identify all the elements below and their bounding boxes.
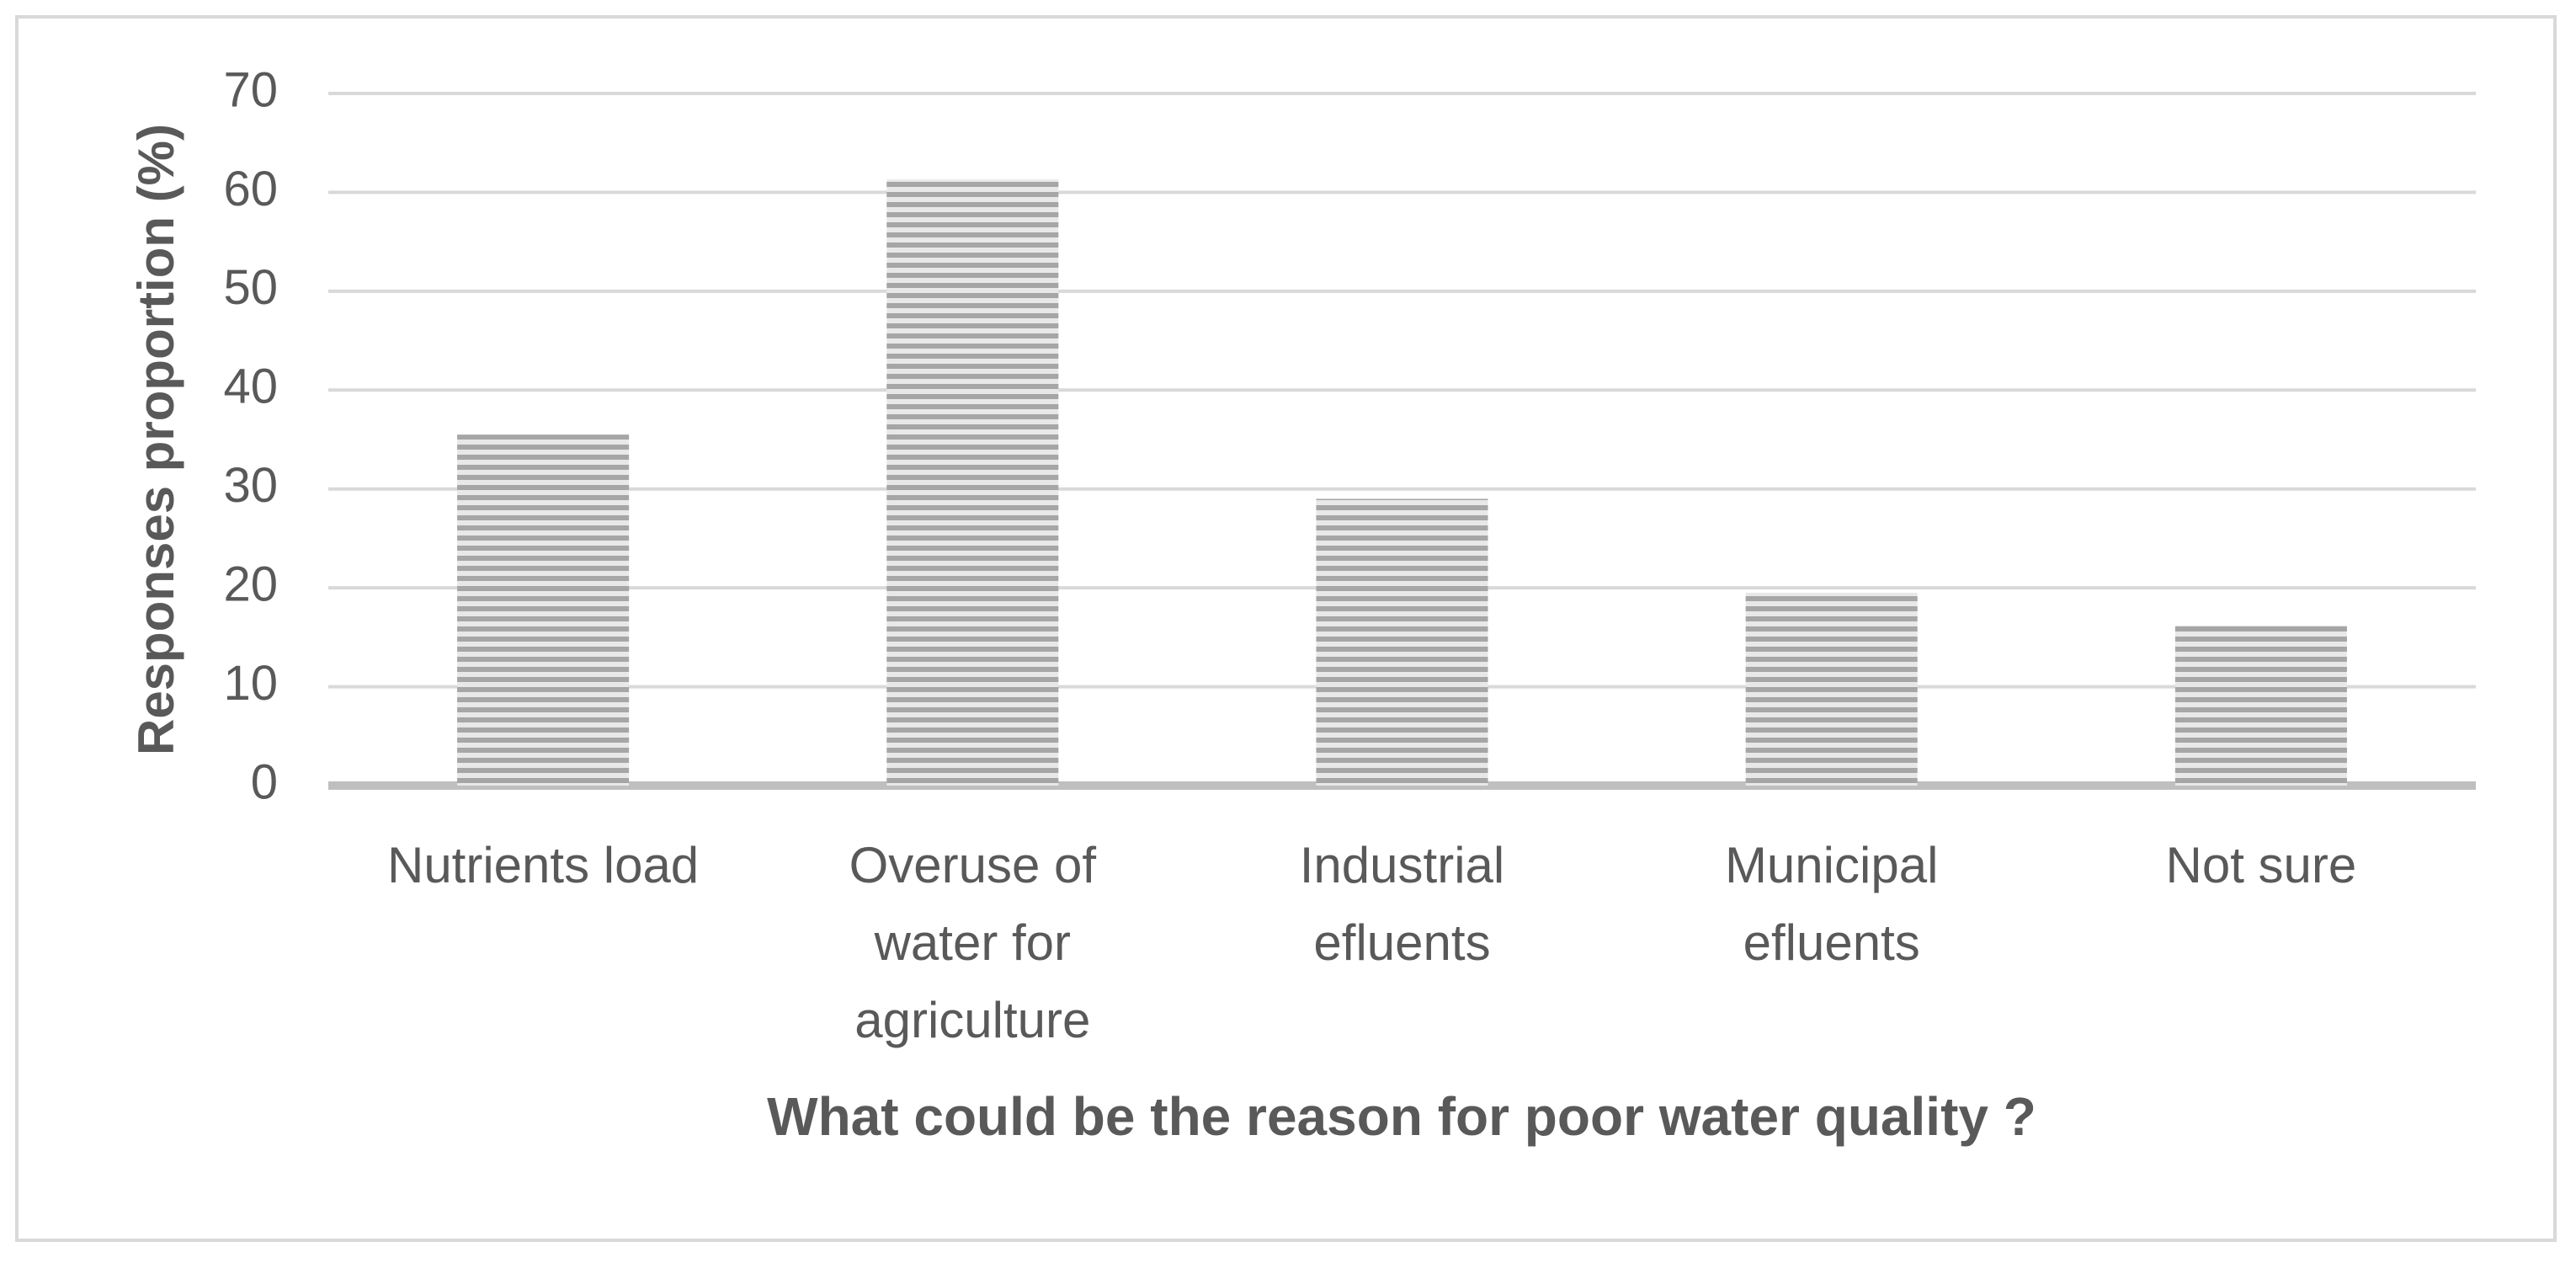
- x-axis-title: What could be the reason for poor water …: [767, 1086, 2036, 1147]
- chart-border: [15, 15, 2557, 1242]
- y-tick-label: 30: [223, 458, 278, 513]
- y-tick-label: 60: [223, 162, 278, 216]
- x-tick-label: Nutrients load: [386, 837, 700, 893]
- x-tick-label: Not sure: [2165, 837, 2357, 893]
- y-axis-title: Responses proportion (%): [128, 124, 184, 755]
- y-tick-label: 50: [223, 260, 278, 315]
- bar: [457, 434, 630, 786]
- bar: [2174, 625, 2347, 786]
- bar: [1316, 498, 1488, 786]
- y-tick-label: 10: [223, 656, 278, 711]
- x-tick-label: Overuse of water for agriculture: [849, 837, 1097, 1048]
- y-tick-label: 20: [223, 557, 278, 611]
- y-tick-label: 40: [223, 360, 278, 414]
- y-tick-label: 70: [223, 62, 278, 117]
- bar: [886, 179, 1059, 786]
- bar: [1745, 593, 1918, 786]
- x-tick-label: Industrial efluents: [1299, 837, 1505, 971]
- y-tick-label: 0: [251, 754, 278, 809]
- x-tick-label: Municipal efluents: [1724, 837, 1939, 971]
